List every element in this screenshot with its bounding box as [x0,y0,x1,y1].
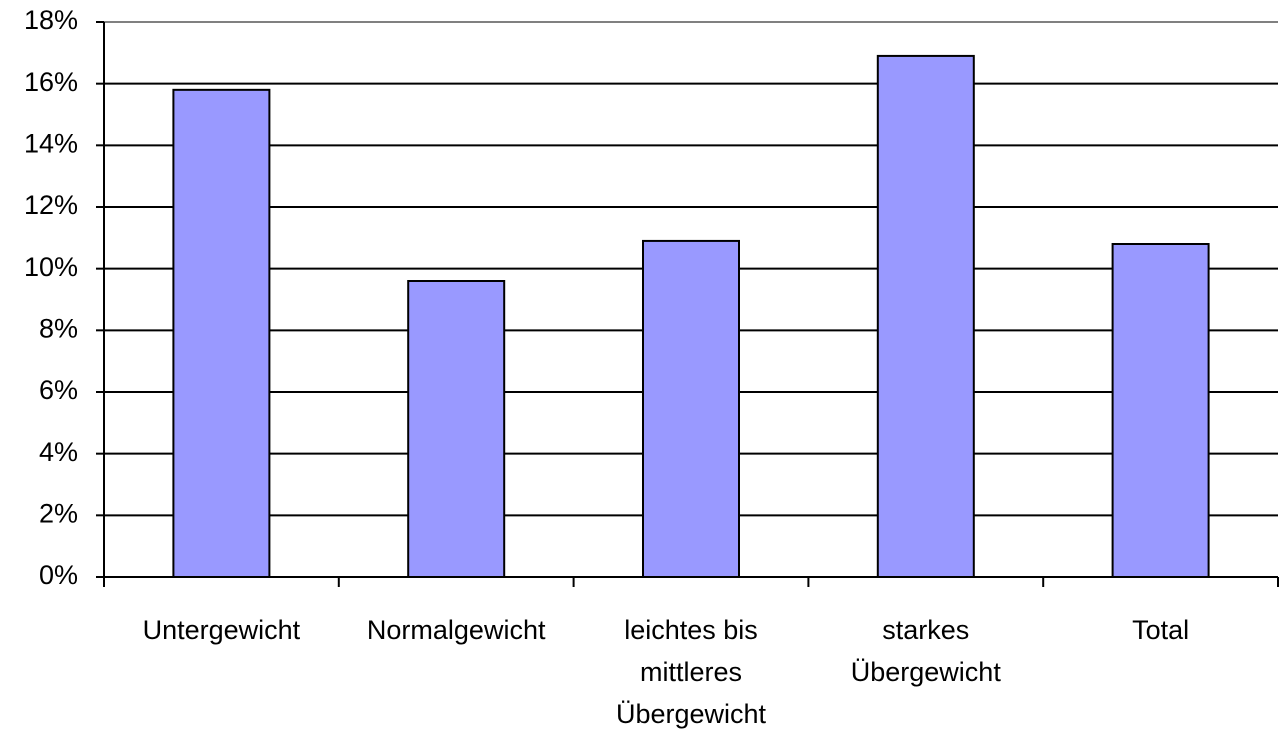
x-tick-label: leichtes bis mittleres Übergewicht [615,615,767,729]
x-tick-label: Untergewicht [142,615,301,645]
x-tick-label: Normalgewicht [366,615,546,645]
y-tick-label: 14% [24,128,78,158]
y-tick-label: 18% [24,5,78,35]
bar [642,239,740,579]
y-tick-label: 12% [24,190,78,220]
x-tick-label: Total [1132,615,1190,645]
y-tick-label: 10% [24,252,78,282]
y-tick-label: 16% [24,67,78,97]
bar [876,54,975,578]
bar [407,280,506,578]
y-tick-label: 6% [39,375,78,405]
bar [1111,243,1210,578]
y-tick-label: 2% [39,498,78,528]
y-tick-label: 0% [39,560,78,590]
bar [172,88,271,578]
y-tick-label: 8% [39,313,78,343]
x-tick-label: starkes Übergewicht [850,615,1001,687]
y-tick-label: 4% [39,437,78,467]
